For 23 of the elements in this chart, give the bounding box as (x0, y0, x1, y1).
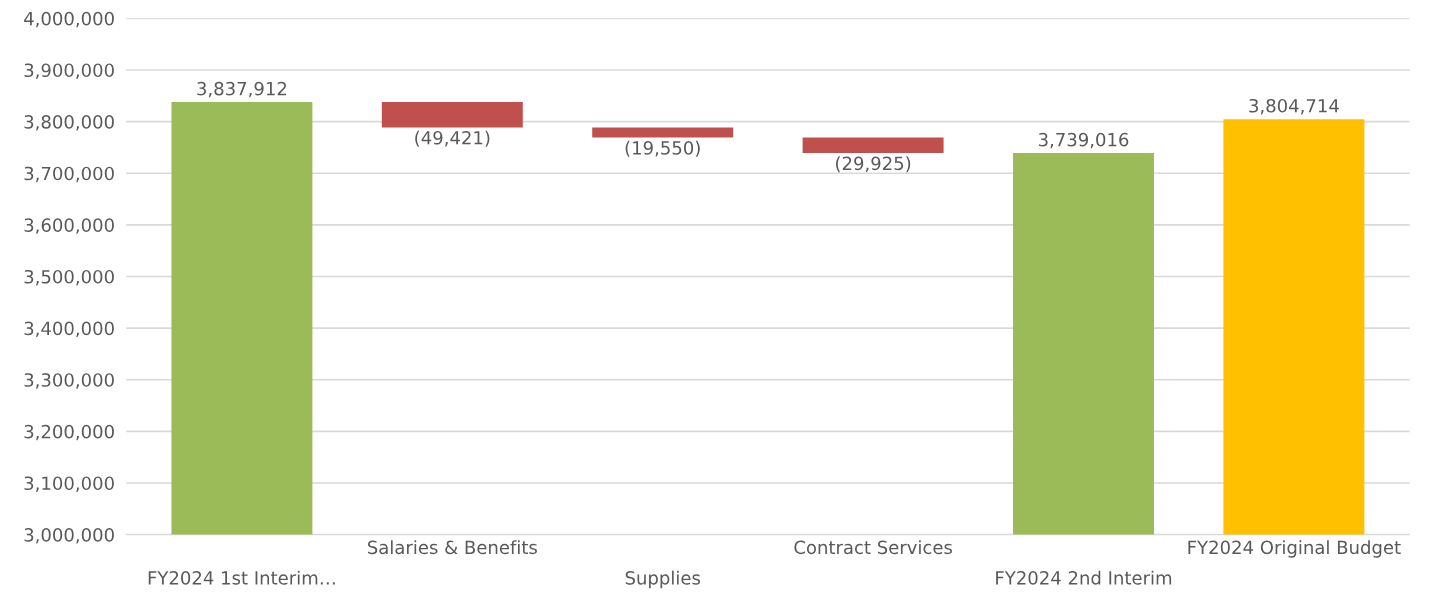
x-tick-label: Contract Services (794, 540, 952, 555)
x-tick-label: Supplies (625, 570, 701, 589)
y-tick-label: 3,400,000 (24, 321, 114, 338)
y-tick-label: 3,900,000 (24, 63, 114, 79)
data-label: 3,739,016 (1038, 132, 1129, 149)
y-tick-label: 3,000,000 (24, 528, 114, 544)
data-label: 3,804,714 (1249, 98, 1339, 115)
x-tick-label: FY2024 2nd Interim (996, 570, 1172, 585)
data-label: 3,837,912 (197, 81, 287, 98)
y-tick-label: 3,800,000 (24, 115, 114, 131)
x-tick-label: FY2024 1st Interim… (148, 570, 335, 585)
y-tick-label: 3,700,000 (24, 166, 114, 183)
data-label: (49,421) (415, 130, 490, 147)
x-tick-label: Salaries & Benefits (367, 540, 537, 555)
x-tick-label: FY2024 Original Budget (1188, 540, 1401, 558)
y-tick-label: 4,000,000 (24, 11, 114, 28)
y-tick-label: 3,300,000 (24, 373, 114, 389)
y-tick-label: 3,100,000 (24, 476, 114, 492)
y-tick-label: 3,600,000 (24, 218, 114, 234)
y-tick-label: 3,500,000 (24, 269, 114, 286)
y-tick-label: 3,200,000 (24, 424, 114, 441)
data-label: (19,550) (625, 140, 700, 157)
data-label: (29,925) (836, 156, 911, 173)
